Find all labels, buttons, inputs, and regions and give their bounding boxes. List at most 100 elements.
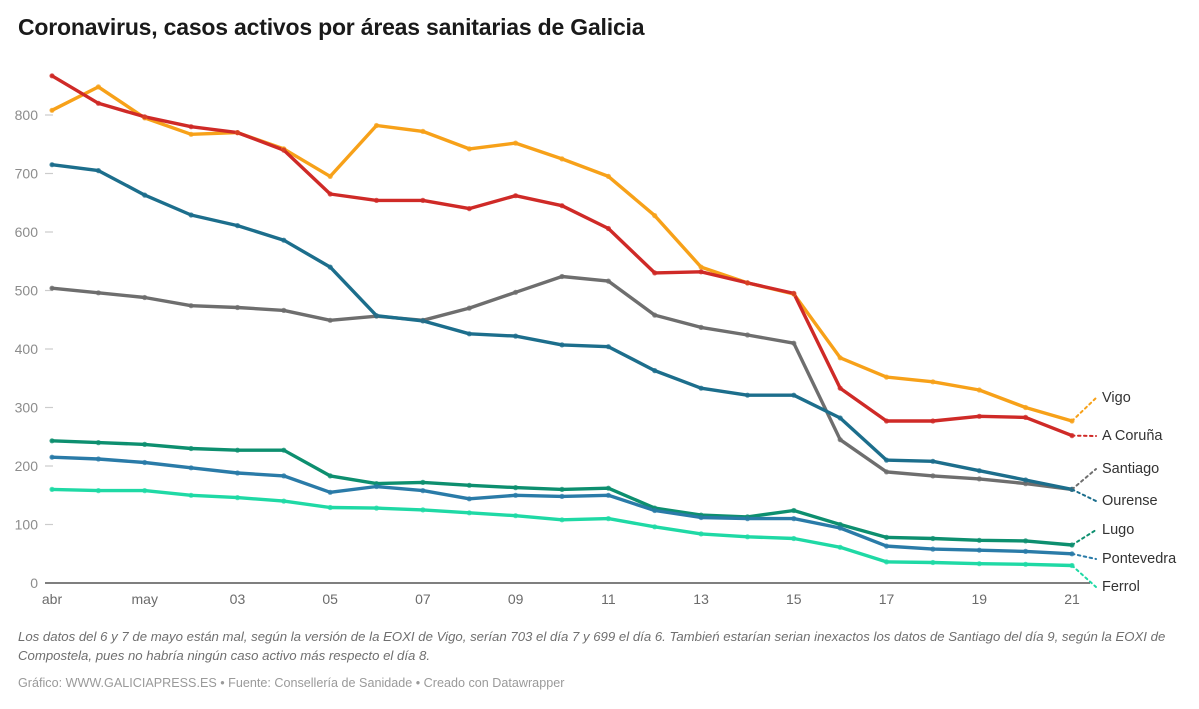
series-point [234,130,241,136]
series-point [373,505,380,511]
series-point [327,489,333,495]
x-tick-label: 21 [1064,591,1080,607]
series-point [513,492,519,498]
series-label-pontevedra: Pontevedra [1102,551,1177,567]
series-point [1023,548,1029,554]
series-point [234,304,241,311]
series-point [930,559,936,566]
series-point [327,264,333,270]
series-point [930,458,936,464]
series-point [605,492,612,498]
series-point [652,507,658,514]
series-point [698,324,704,330]
series-point [49,162,55,168]
series-point [605,278,612,284]
series-point [420,197,426,203]
x-tick-label: 17 [879,591,895,607]
series-line-vigo [50,85,1074,423]
series-point [466,496,472,502]
series-point [791,392,797,398]
series-point [95,100,101,106]
series-point [744,332,751,338]
x-tick-label: 15 [786,591,802,607]
series-point [373,197,380,203]
series-point [513,140,519,146]
series-label-ferrol: Ferrol [1102,579,1140,595]
series-point [49,438,55,444]
series-point [698,264,704,270]
series-point [49,73,55,79]
series-point [559,493,565,499]
series-point [837,525,843,531]
x-tick-label: 13 [693,591,709,607]
series-point [791,290,797,296]
series-leader-line [1071,564,1097,588]
x-tick-label: 03 [230,591,246,607]
x-tick-label: 05 [322,591,338,607]
series-point [1023,561,1029,567]
series-point [883,543,890,549]
series-label-ourense: Ourense [1102,493,1158,509]
series-point [420,318,426,324]
series-point [188,124,194,130]
series-point [605,516,612,522]
series-point [652,213,658,219]
series-label-santiago: Santiago [1102,461,1159,477]
series-point [559,156,565,162]
series-point [744,280,751,286]
y-tick-label: 100 [15,517,39,533]
y-tick-label: 700 [15,166,39,182]
series-point [698,385,704,391]
series-point [466,331,472,337]
series-point [930,379,936,385]
series-point [883,374,890,380]
series-leader-line [1071,488,1097,502]
series-point [883,534,890,540]
series-point [234,470,241,476]
series-point [466,146,472,152]
series-point [188,445,194,452]
series-point [976,387,982,393]
series-point [234,223,241,229]
series-point [95,488,101,494]
series-point [327,191,333,197]
series-point [327,317,333,323]
y-tick-label: 600 [15,224,39,240]
series-point [976,537,982,543]
series-point [652,312,658,318]
series-point [744,392,751,398]
series-label-vigo: Vigo [1102,390,1131,406]
series-point [605,173,612,179]
series-point [605,344,612,350]
series-point [930,546,936,552]
series-leader-line [1071,397,1097,422]
series-point [930,535,936,542]
series-point [513,193,519,199]
series-point [791,516,797,522]
series-point [188,465,194,471]
series-point [234,495,241,501]
x-tick-label: may [132,591,158,607]
series-point [49,486,55,492]
series-point [559,342,565,348]
x-tick-label: 11 [601,591,616,607]
series-point [142,441,148,447]
series-point [95,456,101,462]
series-points-group [49,73,1075,569]
series-point [281,473,287,479]
series-point [1023,414,1029,420]
series-point [883,457,890,463]
series-point [466,305,472,311]
series-point [142,459,148,466]
series-point [49,454,55,460]
series-point [1023,538,1029,544]
series-point [559,273,565,280]
series-point [837,355,843,361]
series-point [976,476,982,482]
series-point [466,206,472,212]
series-point [976,413,982,419]
series-point [49,107,55,113]
series-point [420,128,426,134]
series-lines-group [50,74,1074,568]
